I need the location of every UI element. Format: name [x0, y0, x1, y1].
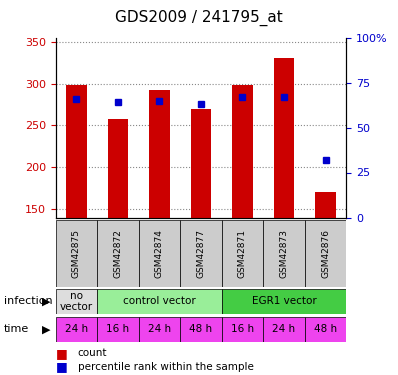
- Text: GSM42873: GSM42873: [279, 229, 289, 278]
- Bar: [263, 220, 305, 287]
- Text: GSM42872: GSM42872: [113, 229, 123, 278]
- Text: no
vector: no vector: [60, 291, 93, 312]
- Text: control vector: control vector: [123, 297, 196, 306]
- Bar: [180, 220, 222, 287]
- Bar: [222, 220, 263, 287]
- Text: ■: ■: [56, 347, 68, 360]
- Text: count: count: [78, 348, 107, 358]
- Text: time: time: [4, 324, 29, 334]
- Text: EGR1 vector: EGR1 vector: [252, 297, 316, 306]
- Bar: [180, 316, 222, 342]
- Bar: [66, 85, 87, 218]
- Text: ▶: ▶: [42, 324, 50, 334]
- Text: percentile rank within the sample: percentile rank within the sample: [78, 362, 254, 372]
- Text: ▶: ▶: [42, 297, 50, 306]
- Text: GSM42875: GSM42875: [72, 229, 81, 278]
- Bar: [97, 289, 222, 314]
- Bar: [149, 90, 170, 218]
- Bar: [222, 289, 346, 314]
- Bar: [305, 220, 346, 287]
- Text: 24 h: 24 h: [273, 324, 296, 334]
- Text: infection: infection: [4, 297, 53, 306]
- Text: 48 h: 48 h: [189, 324, 213, 334]
- Bar: [232, 85, 253, 218]
- Text: 48 h: 48 h: [314, 324, 337, 334]
- Bar: [263, 316, 305, 342]
- Text: ■: ■: [56, 360, 68, 373]
- Text: GSM42874: GSM42874: [155, 229, 164, 278]
- Text: GDS2009 / 241795_at: GDS2009 / 241795_at: [115, 10, 283, 26]
- Text: 16 h: 16 h: [231, 324, 254, 334]
- Text: GSM42871: GSM42871: [238, 229, 247, 278]
- Bar: [56, 316, 97, 342]
- Text: 24 h: 24 h: [148, 324, 171, 334]
- Bar: [191, 109, 211, 217]
- Text: 24 h: 24 h: [65, 324, 88, 334]
- Bar: [56, 289, 97, 314]
- Bar: [107, 119, 128, 218]
- Bar: [97, 316, 139, 342]
- Bar: [56, 220, 97, 287]
- Text: GSM42876: GSM42876: [321, 229, 330, 278]
- Text: 16 h: 16 h: [106, 324, 129, 334]
- Bar: [315, 192, 336, 217]
- Text: GSM42877: GSM42877: [197, 229, 205, 278]
- Bar: [222, 316, 263, 342]
- Bar: [97, 220, 139, 287]
- Bar: [305, 316, 346, 342]
- Bar: [273, 58, 295, 217]
- Bar: [139, 220, 180, 287]
- Bar: [139, 316, 180, 342]
